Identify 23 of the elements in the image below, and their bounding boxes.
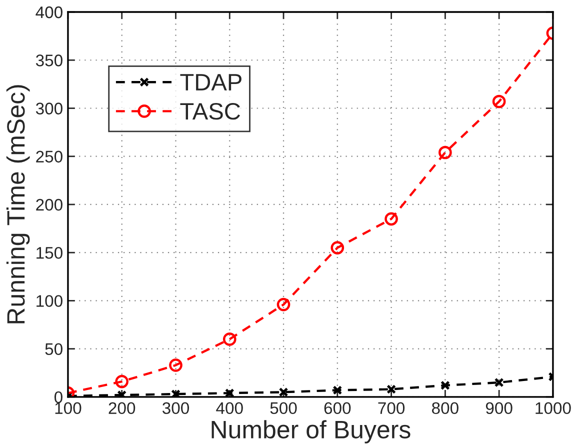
y-tick-label: 150 xyxy=(36,246,62,259)
x-axis-title: Number of Buyers xyxy=(212,420,410,444)
x-tick-label: 200 xyxy=(108,402,136,414)
legend-label: TDAP xyxy=(180,74,242,90)
x-tick-label: 500 xyxy=(270,402,297,414)
y-tick-label: 50 xyxy=(45,343,62,356)
x-tick-label: 800 xyxy=(432,402,458,414)
y-tick-label: 100 xyxy=(36,295,62,307)
x-tick-label: 400 xyxy=(216,402,243,414)
y-tick-label: 200 xyxy=(36,198,62,211)
x-tick-label: 600 xyxy=(324,402,351,414)
y-tick-label: 300 xyxy=(36,102,62,114)
x-tick-label: 900 xyxy=(486,402,512,414)
y-tick-label: 350 xyxy=(36,54,62,66)
x-tick-label: 300 xyxy=(162,402,189,414)
legend-label: TASC xyxy=(180,102,240,120)
y-tick-label: 250 xyxy=(36,150,62,163)
y-axis-title: Running Time (mSec) xyxy=(6,85,30,324)
x-tick-label: 700 xyxy=(378,402,405,414)
x-tick-label: 100 xyxy=(55,402,82,414)
y-tick-label: 0 xyxy=(54,391,62,404)
y-tick-label: 400 xyxy=(36,6,62,18)
x-tick-label: 1000 xyxy=(536,402,571,414)
